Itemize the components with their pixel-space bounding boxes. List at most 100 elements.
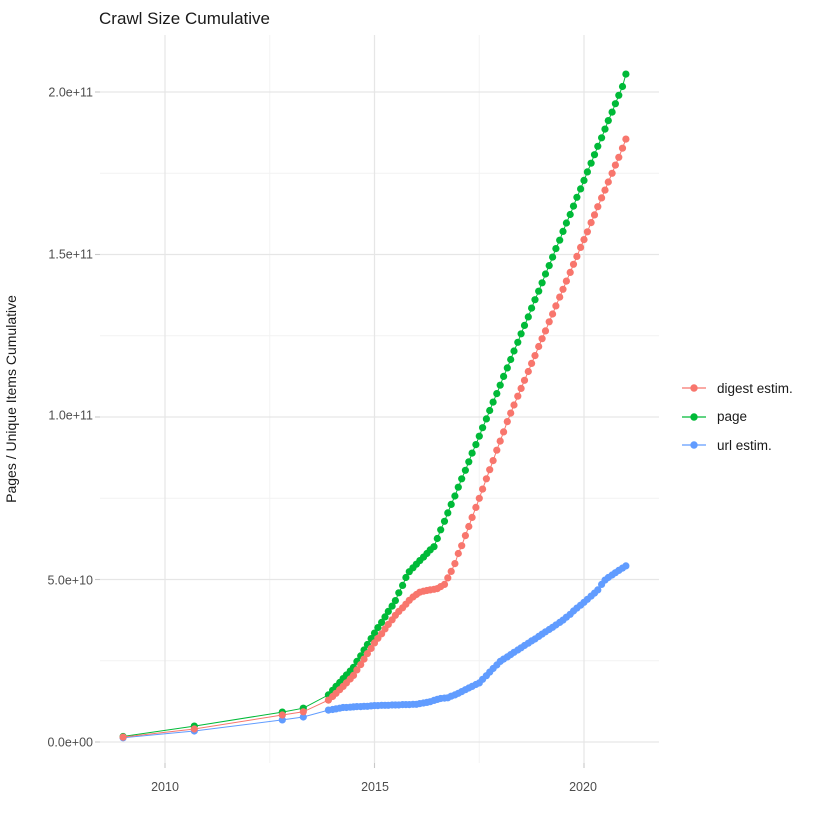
data-point bbox=[465, 522, 473, 531]
y-tick-label: 2.0e+11 bbox=[48, 86, 93, 100]
data-point bbox=[594, 203, 602, 211]
data-point bbox=[357, 661, 365, 669]
data-point bbox=[503, 364, 511, 372]
data-point bbox=[562, 219, 571, 227]
legend-item-page: page bbox=[681, 408, 793, 426]
data-point bbox=[374, 624, 382, 632]
data-point bbox=[566, 210, 574, 219]
data-point bbox=[388, 602, 396, 610]
x-tick-label: 2020 bbox=[569, 780, 597, 794]
data-point bbox=[468, 449, 476, 457]
data-point bbox=[580, 236, 588, 244]
data-point bbox=[503, 418, 511, 426]
legend-label: page bbox=[717, 409, 748, 424]
data-point bbox=[299, 713, 307, 721]
data-point bbox=[451, 560, 459, 568]
data-point bbox=[500, 372, 508, 380]
data-point bbox=[496, 437, 504, 445]
data-point bbox=[360, 655, 368, 663]
data-point bbox=[496, 381, 504, 389]
data-point bbox=[391, 597, 399, 605]
data-point bbox=[514, 338, 522, 346]
data-point bbox=[447, 567, 455, 576]
data-point bbox=[604, 117, 612, 125]
data-point bbox=[493, 390, 501, 398]
data-point bbox=[622, 562, 630, 570]
data-point bbox=[559, 285, 567, 293]
data-point bbox=[590, 151, 599, 159]
data-point bbox=[573, 193, 581, 201]
data-point bbox=[378, 618, 386, 627]
data-point bbox=[531, 296, 539, 304]
data-point bbox=[482, 415, 490, 423]
data-point bbox=[433, 534, 441, 543]
data-point bbox=[402, 573, 410, 582]
y-axis-tick-labels: 0.0e+00 5.0e+10 1.0e+11 1.5e+11 2.0e+11 bbox=[47, 86, 93, 750]
data-point bbox=[472, 441, 480, 449]
data-point bbox=[583, 168, 592, 176]
data-series-layer bbox=[119, 70, 630, 742]
data-point bbox=[475, 494, 483, 502]
data-point bbox=[520, 376, 529, 384]
data-point bbox=[444, 574, 452, 582]
data-point bbox=[549, 310, 557, 318]
data-point bbox=[541, 270, 550, 278]
legend-key-page-icon bbox=[682, 412, 706, 421]
data-point bbox=[517, 330, 525, 338]
data-point bbox=[556, 293, 564, 301]
data-point bbox=[299, 708, 307, 716]
data-point bbox=[440, 517, 449, 525]
data-point bbox=[566, 268, 574, 276]
data-point bbox=[349, 671, 358, 680]
series-url-estim bbox=[119, 562, 630, 742]
data-point bbox=[395, 589, 403, 597]
grid-lines bbox=[100, 35, 659, 763]
series-digest-estim bbox=[119, 135, 630, 741]
data-point bbox=[545, 262, 553, 270]
data-point bbox=[611, 100, 620, 108]
data-point bbox=[363, 650, 371, 658]
data-point bbox=[384, 607, 392, 616]
data-point bbox=[493, 446, 501, 454]
data-point bbox=[577, 243, 585, 251]
data-point bbox=[458, 542, 466, 550]
data-point bbox=[454, 549, 462, 558]
data-point bbox=[594, 142, 602, 150]
legend-key-url-icon bbox=[682, 441, 706, 449]
data-point bbox=[278, 711, 286, 719]
data-point bbox=[510, 347, 518, 355]
data-point bbox=[549, 253, 557, 261]
series-page bbox=[119, 70, 630, 741]
data-point bbox=[608, 108, 616, 116]
data-point bbox=[580, 176, 588, 184]
y-tick-label: 1.5e+11 bbox=[48, 248, 93, 262]
data-point bbox=[489, 457, 497, 465]
data-point bbox=[520, 321, 529, 329]
data-point bbox=[454, 483, 462, 491]
data-point bbox=[507, 409, 515, 417]
x-axis-tick-labels: 2010 2015 2020 bbox=[151, 780, 597, 794]
data-point bbox=[618, 144, 627, 152]
data-point bbox=[615, 91, 623, 99]
data-point bbox=[472, 503, 480, 511]
data-point bbox=[622, 70, 630, 78]
data-point bbox=[583, 228, 592, 236]
data-point bbox=[590, 211, 599, 219]
data-point bbox=[451, 492, 459, 500]
data-point bbox=[538, 335, 546, 343]
data-point bbox=[507, 355, 515, 364]
data-point bbox=[531, 352, 539, 360]
data-point bbox=[465, 458, 473, 466]
data-point bbox=[119, 733, 127, 741]
legend-label: digest estim. bbox=[717, 380, 793, 396]
data-point bbox=[535, 342, 543, 351]
data-point bbox=[370, 629, 379, 637]
data-point bbox=[479, 485, 487, 493]
data-point bbox=[514, 392, 522, 400]
data-point bbox=[538, 279, 546, 287]
data-point bbox=[615, 153, 623, 161]
data-point bbox=[556, 236, 564, 244]
y-axis-title: Pages / Unique Items Cumulative bbox=[3, 295, 19, 503]
